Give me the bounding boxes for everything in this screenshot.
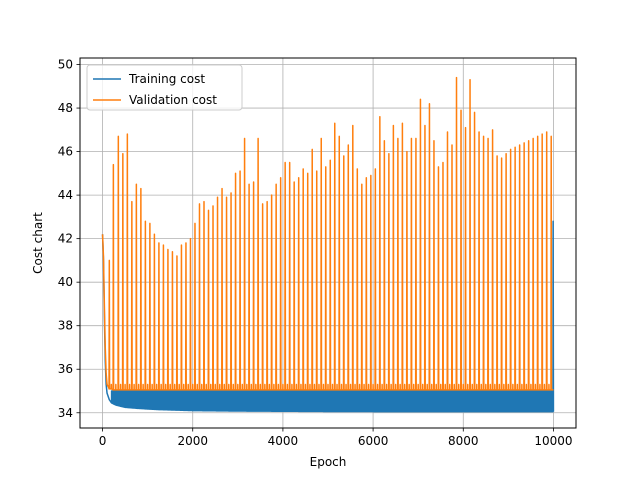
y-tick-label: 34 xyxy=(58,406,73,420)
plot-area xyxy=(101,76,555,413)
axes-frame xyxy=(79,57,577,429)
y-tick-label: 38 xyxy=(58,319,73,333)
y-tick-label: 40 xyxy=(58,275,73,289)
y-tick-label: 46 xyxy=(58,145,73,159)
y-tick-label: 50 xyxy=(58,58,73,72)
legend: Training cost Validation cost xyxy=(86,64,243,111)
tick-group: 0 2000 4000 6000 8000 10000 34 36 38 40 42 44 46 48 50 xyxy=(58,58,573,448)
x-tick-label: 2000 xyxy=(177,434,208,448)
y-tick-label: 44 xyxy=(58,188,73,202)
y-tick-label: 36 xyxy=(58,362,73,376)
y-tick-label: 42 xyxy=(58,232,73,246)
x-tick-label: 4000 xyxy=(268,434,299,448)
series-line-validation-cost xyxy=(101,76,554,391)
x-tick-label: 10000 xyxy=(534,434,572,448)
legend-label-training: Training cost xyxy=(128,72,205,86)
legend-box xyxy=(86,64,243,111)
series-line-training-cost xyxy=(101,220,555,413)
x-axis-label: Epoch xyxy=(310,455,347,469)
x-tick-label: 8000 xyxy=(448,434,479,448)
y-axis-label: Cost chart xyxy=(31,212,45,274)
x-tick-label: 6000 xyxy=(358,434,389,448)
legend-label-validation: Validation cost xyxy=(129,93,217,107)
y-tick-label: 48 xyxy=(58,101,73,115)
x-tick-label: 0 xyxy=(99,434,107,448)
